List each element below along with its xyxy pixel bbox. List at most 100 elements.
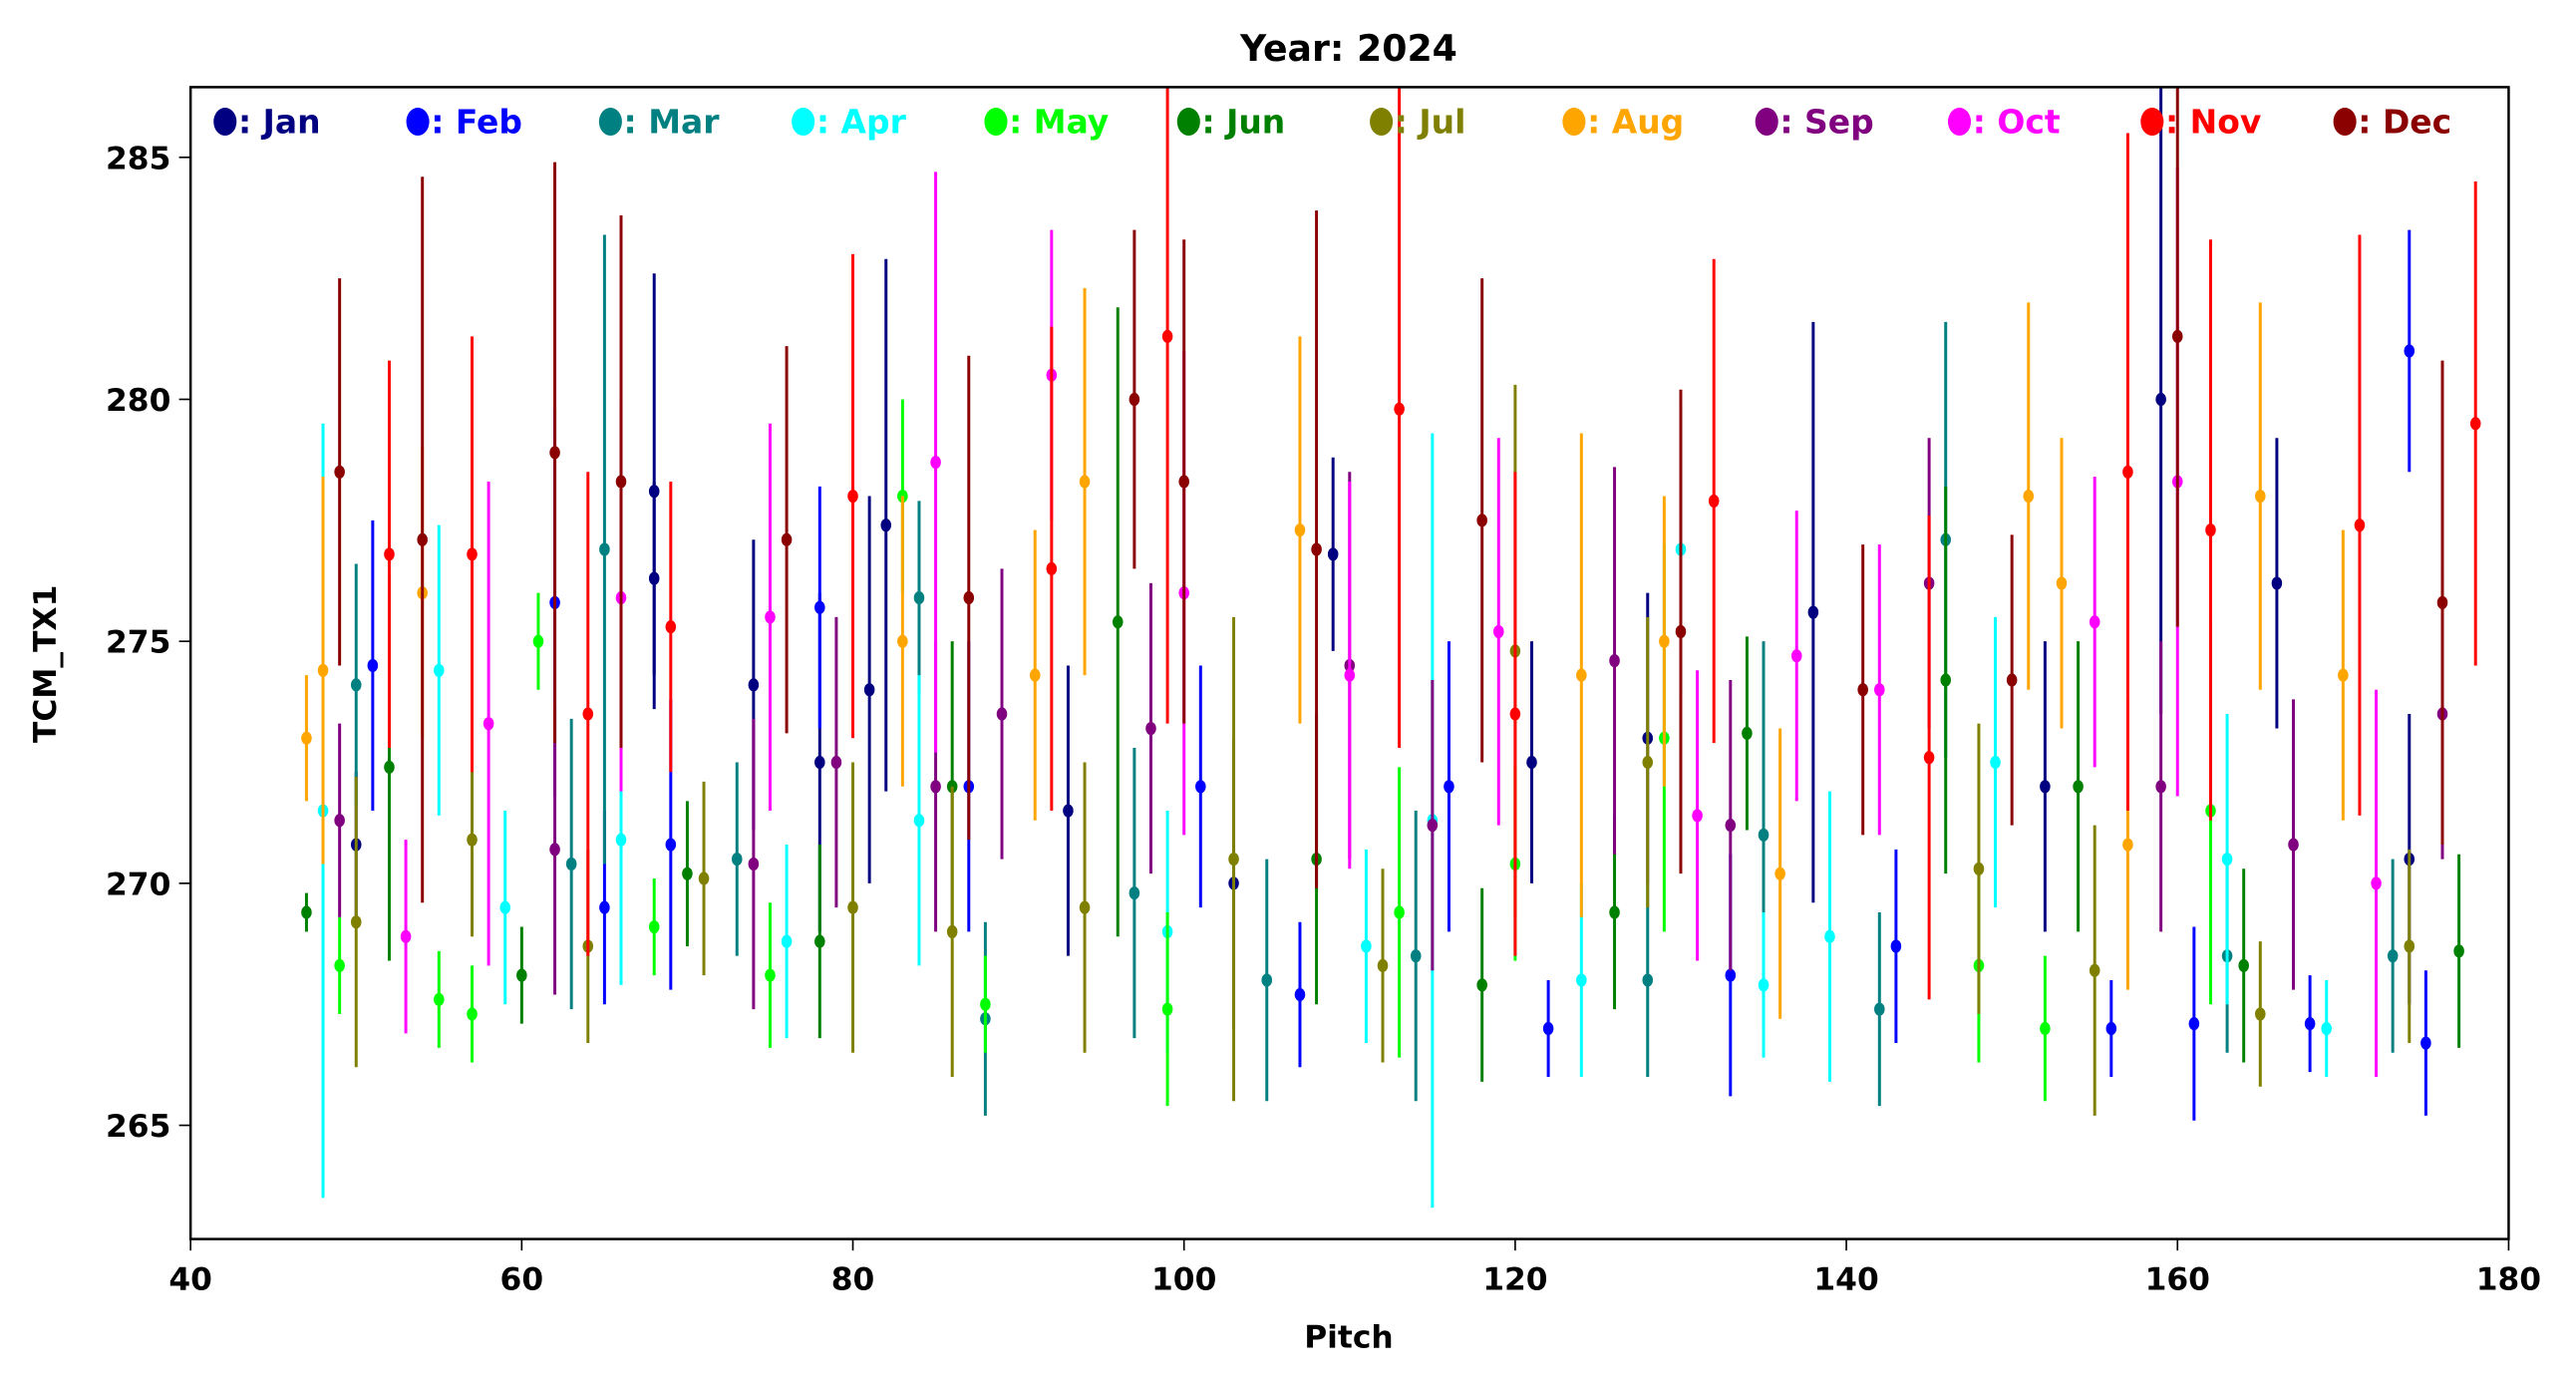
data-point-jun-10 xyxy=(1742,726,1753,740)
data-point-may-8 xyxy=(1161,1002,1173,1016)
chart-title: Year: 2024 xyxy=(1239,27,1457,70)
legend-marker-icon xyxy=(1176,108,1200,137)
y-tick-label: 280 xyxy=(106,383,170,419)
legend-marker-icon xyxy=(1755,108,1778,137)
data-point-apr-5 xyxy=(913,814,925,828)
data-point-jun-0 xyxy=(301,905,312,919)
data-point-jun-3 xyxy=(682,867,693,880)
legend-marker-icon xyxy=(2140,108,2164,137)
data-point-nov-5 xyxy=(1046,561,1058,575)
data-point-oct-8 xyxy=(1493,624,1504,639)
data-point-mar-4 xyxy=(913,590,925,605)
data-point-feb-16 xyxy=(2420,1036,2431,1050)
data-point-feb-14 xyxy=(2304,1017,2316,1031)
data-point-oct-14 xyxy=(2371,876,2382,890)
y-tick-label: 265 xyxy=(106,1109,170,1145)
series-dec xyxy=(334,87,2448,903)
legend-label: : May xyxy=(1009,103,1109,142)
legend-item-aug: : Aug xyxy=(1562,103,1684,142)
data-point-may-4 xyxy=(648,919,660,934)
legend-marker-icon xyxy=(2333,108,2357,137)
data-point-aug-6 xyxy=(1294,522,1306,537)
legend-label: : Aug xyxy=(1587,103,1684,142)
data-point-sep-2 xyxy=(748,857,760,871)
data-point-sep-5 xyxy=(996,707,1008,721)
data-point-sep-1 xyxy=(549,843,560,857)
data-point-apr-15 xyxy=(2321,1021,2333,1036)
data-point-apr-14 xyxy=(2221,853,2233,867)
legend-marker-icon xyxy=(792,108,815,137)
data-point-dec-12 xyxy=(2006,673,2018,687)
legend-item-mar: : Mar xyxy=(598,103,721,142)
data-point-may-0 xyxy=(334,958,345,972)
legend-marker-icon xyxy=(1947,108,1972,137)
data-point-aug-0 xyxy=(301,731,312,745)
legend-item-dec: : Dec xyxy=(2333,103,2451,142)
data-point-sep-9 xyxy=(1609,653,1620,668)
data-point-feb-3 xyxy=(665,838,677,852)
data-point-jan-5 xyxy=(863,683,875,697)
data-point-jun-11 xyxy=(1940,673,1951,687)
data-point-jul-1 xyxy=(467,833,478,847)
y-tick-label: 285 xyxy=(106,141,170,176)
data-point-dec-11 xyxy=(1857,683,1868,697)
data-point-dec-5 xyxy=(963,590,975,605)
data-point-apr-3 xyxy=(615,833,627,847)
series-nov xyxy=(384,87,2481,1000)
y-axis: 265 270 275 280 285 xyxy=(106,141,191,1145)
data-point-jul-4 xyxy=(847,900,858,914)
data-point-dec-10 xyxy=(1675,624,1687,639)
data-point-aug-7 xyxy=(1576,668,1587,682)
data-point-feb-9 xyxy=(1542,1021,1554,1036)
data-point-nov-0 xyxy=(384,547,395,561)
legend-marker-icon xyxy=(1562,108,1586,137)
data-point-aug-8 xyxy=(1659,634,1670,648)
data-point-aug-10 xyxy=(2023,489,2035,504)
data-point-nov-9 xyxy=(1708,494,1720,509)
data-point-aug-5 xyxy=(1079,475,1091,489)
data-point-nov-10 xyxy=(1923,751,1935,765)
data-point-nov-1 xyxy=(467,547,478,561)
data-point-jun-1 xyxy=(384,760,395,774)
x-tick-label: 60 xyxy=(500,1262,544,1298)
legend-label: : Mar xyxy=(624,103,721,142)
axes-frame xyxy=(188,86,2510,1240)
data-point-oct-9 xyxy=(1692,809,1703,823)
data-point-aug-14 xyxy=(2338,668,2349,682)
data-point-jan-13 xyxy=(2040,780,2051,794)
data-point-jan-12 xyxy=(1807,605,1819,619)
data-point-aug-12 xyxy=(2122,838,2133,852)
data-point-jun-13 xyxy=(2238,958,2249,972)
data-point-oct-7 xyxy=(1344,668,1356,682)
legend-label: : Dec xyxy=(2358,103,2451,142)
data-point-apr-7 xyxy=(1361,939,1372,953)
legend-label: : Jan xyxy=(238,103,321,142)
data-point-aug-3 xyxy=(897,634,908,648)
data-point-apr-11 xyxy=(1758,978,1770,992)
data-point-sep-10 xyxy=(1725,819,1737,833)
data-point-jan-9 xyxy=(1327,547,1339,561)
data-point-apr-9 xyxy=(1576,973,1587,987)
data-point-apr-1 xyxy=(434,663,445,677)
data-point-apr-13 xyxy=(1990,755,2001,770)
x-axis: 40 60 80 100 120 140 160 180 xyxy=(168,1238,2541,1298)
data-point-jan-6 xyxy=(880,519,892,532)
data-point-jul-6 xyxy=(1079,900,1091,914)
data-point-apr-12 xyxy=(1824,929,1835,943)
y-tick-label: 270 xyxy=(106,867,170,902)
data-point-may-1 xyxy=(434,992,445,1006)
data-point-mar-10 xyxy=(1758,828,1770,842)
series-group xyxy=(301,87,2481,1209)
legend-label: : Jul xyxy=(1395,103,1466,142)
legend-label: : Nov xyxy=(2165,103,2261,142)
legend: : Jan: Feb: Mar: Apr: May: Jun: Jul: Aug… xyxy=(213,103,2451,142)
legend-marker-icon xyxy=(598,108,622,137)
data-point-jan-3 xyxy=(748,678,760,692)
data-point-dec-3 xyxy=(615,475,627,489)
data-point-dec-4 xyxy=(781,532,793,546)
data-point-jan-7 xyxy=(1063,804,1074,818)
data-point-feb-6 xyxy=(1195,780,1206,794)
data-point-jan-14 xyxy=(2155,392,2166,407)
data-point-oct-3 xyxy=(765,610,776,624)
data-point-oct-10 xyxy=(1790,649,1802,663)
